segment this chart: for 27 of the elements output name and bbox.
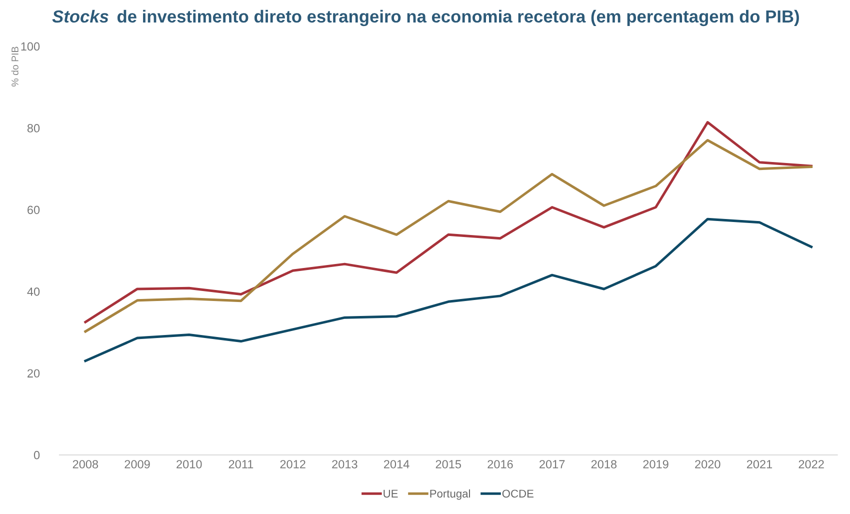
x-tick-label: 2016 — [488, 460, 513, 468]
x-tick-label: 2011 — [228, 460, 254, 468]
legend-label: Portugal — [430, 489, 470, 500]
x-tick-label: 2018 — [591, 460, 617, 468]
x-tick-label: 2017 — [540, 460, 565, 468]
legend-label: OCDE — [502, 490, 534, 498]
x-tick-label: 2012 — [280, 460, 306, 468]
y-tick-label: 60 — [28, 206, 40, 214]
y-tick-label: 40 — [27, 287, 40, 296]
x-tick-label: 2013 — [332, 460, 358, 468]
y-axis-title: % do PIB — [11, 46, 18, 86]
x-tick-label: 2022 — [798, 460, 824, 468]
x-tick-label: 2010 — [176, 460, 202, 468]
x-tick-label: 2019 — [643, 460, 668, 468]
y-tick-label: 100 — [21, 42, 40, 51]
y-tick-label: 20 — [28, 369, 40, 378]
chart-title: Stocks de investimento direto estrangeiro na economia recetora (em percentagem do PIB) — [52, 10, 799, 26]
legend-label: UE — [384, 490, 398, 498]
x-tick-label: 2008 — [72, 460, 98, 468]
x-tick-label: 2021 — [746, 460, 772, 468]
line-series — [84, 218, 813, 362]
y-tick-label: 0 — [34, 450, 40, 460]
x-tick-label: 2014 — [384, 460, 410, 468]
x-tick-label: 2015 — [436, 460, 462, 468]
y-tick-label: 80 — [27, 124, 40, 132]
x-tick-label: 2020 — [695, 460, 720, 468]
x-tick-label: 2009 — [124, 460, 150, 468]
